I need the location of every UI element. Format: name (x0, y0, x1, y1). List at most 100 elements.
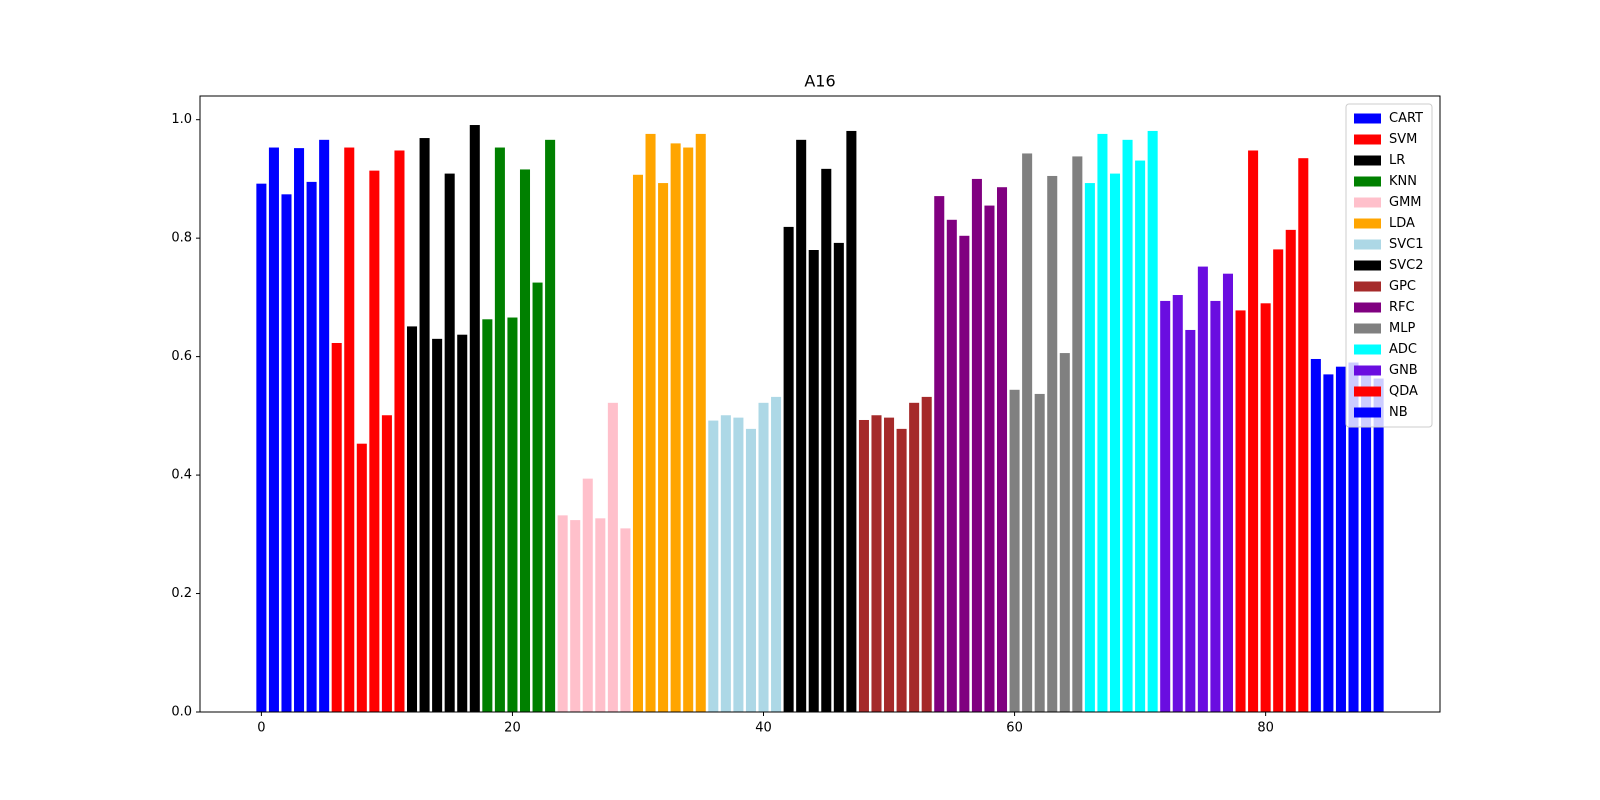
legend: CART SVM LR KNN GMM LDA SVC1 SVC2 GPC RFC MLP ADC GN… (1345, 103, 1433, 428)
legend-label: LR (1389, 153, 1405, 168)
bar (1009, 389, 1020, 712)
bar (959, 235, 970, 713)
bar (1222, 273, 1233, 712)
bar (808, 250, 819, 712)
bar (683, 147, 694, 712)
legend-label: MLP (1389, 321, 1415, 336)
bar (745, 428, 756, 712)
bar (1109, 173, 1121, 713)
bar (632, 174, 644, 712)
bar (620, 528, 631, 712)
axes-frame (199, 95, 1441, 713)
bar (971, 178, 982, 712)
y-tick-label: 0.0 (171, 705, 192, 720)
legend-swatch (1354, 218, 1381, 229)
legend-label: ADC (1389, 342, 1417, 357)
bar (1172, 295, 1183, 712)
legend-swatch (1354, 323, 1381, 334)
bar (1248, 150, 1259, 712)
legend-swatch (1354, 197, 1381, 208)
bar (1285, 229, 1296, 712)
bar (432, 338, 443, 712)
bar (996, 187, 1008, 712)
legend-label: KNN (1389, 174, 1417, 189)
legend-label: SVM (1389, 132, 1417, 147)
legend-swatch (1354, 344, 1381, 355)
bar (946, 219, 957, 713)
bar (407, 326, 418, 712)
legend-swatch (1354, 134, 1381, 145)
bar (1160, 300, 1171, 712)
bar (306, 181, 317, 712)
legend-label: GNB (1389, 363, 1418, 378)
legend-label: QDA (1389, 384, 1418, 399)
legend-label: RFC (1389, 300, 1415, 315)
legend-label: SVC1 (1389, 237, 1424, 252)
y-tick-label: 0.2 (171, 586, 192, 601)
bar (532, 282, 543, 712)
legend-swatch (1354, 302, 1381, 313)
bar (582, 478, 593, 712)
x-tick-label: 40 (755, 721, 772, 736)
bar (256, 183, 267, 712)
legend-swatch (1354, 155, 1381, 166)
x-tick-label: 60 (1006, 721, 1023, 736)
y-tick-label: 0.6 (171, 349, 192, 364)
bar (281, 194, 292, 713)
bar (1348, 362, 1359, 712)
bar (1147, 130, 1158, 712)
legend-label: NB (1389, 405, 1408, 420)
bar (1034, 393, 1045, 712)
legend-swatch (1354, 239, 1381, 250)
chart-title: A16 (804, 72, 835, 91)
legend-swatch (1354, 176, 1381, 187)
bar (1135, 160, 1146, 713)
bar (871, 415, 882, 712)
bar (482, 319, 493, 712)
bar (1298, 158, 1309, 712)
legend-label: GPC (1389, 279, 1416, 294)
bar (595, 518, 606, 712)
bar (268, 147, 279, 712)
bar (1273, 249, 1284, 712)
legend-label: CART (1389, 111, 1423, 126)
bar (607, 402, 618, 712)
bar (708, 420, 719, 712)
bar (1210, 300, 1221, 712)
bar (909, 402, 920, 712)
bar (1122, 139, 1133, 713)
bar (1335, 366, 1346, 712)
bar (921, 396, 932, 712)
x-tick-label: 80 (1257, 721, 1274, 736)
bar (1059, 353, 1070, 712)
bar (720, 415, 731, 712)
bar (1197, 266, 1208, 712)
y-tick-label: 0.8 (171, 231, 192, 246)
x-tick-label: 0 (257, 721, 265, 736)
bar (645, 133, 656, 712)
bar (457, 334, 468, 712)
bar (821, 168, 832, 712)
bar (1260, 303, 1271, 712)
bar (419, 138, 430, 713)
bar (494, 147, 505, 712)
bar (1047, 175, 1058, 712)
bar (796, 139, 807, 713)
bar (570, 520, 581, 712)
legend-label: LDA (1389, 216, 1415, 231)
legend-swatch (1354, 386, 1381, 397)
legend-swatch (1354, 260, 1381, 271)
bar (381, 415, 392, 712)
bar (369, 170, 380, 713)
bar (519, 169, 531, 712)
bar (771, 396, 782, 712)
bar (394, 150, 405, 712)
x-tick-label: 20 (504, 721, 521, 736)
legend-swatch (1354, 365, 1381, 376)
bar (507, 317, 518, 712)
bar (319, 139, 330, 713)
bar (545, 139, 556, 713)
legend-label: GMM (1389, 195, 1422, 210)
bar (733, 417, 744, 712)
